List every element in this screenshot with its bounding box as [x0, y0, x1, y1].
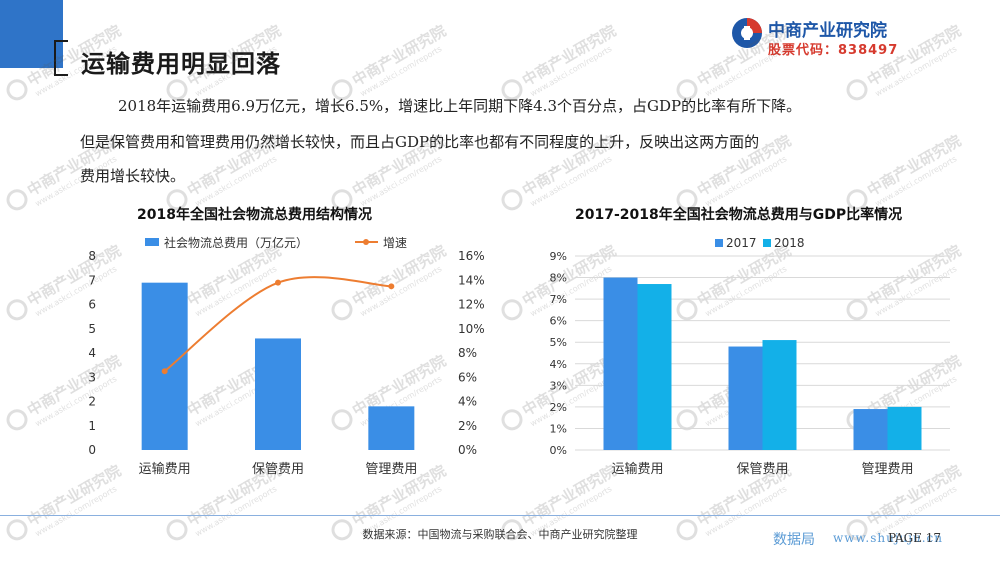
paragraph-line-3: 费用增长较快。: [80, 167, 186, 185]
watermark-logo-icon: [501, 189, 523, 211]
growth-point-2: [388, 283, 395, 290]
y-tick-label: 3%: [550, 379, 567, 392]
watermark-url: www.askci.com/reports: [529, 44, 614, 98]
watermark-logo-icon: [501, 299, 523, 321]
y-tick-label: 4%: [550, 358, 567, 371]
growth-point-0: [161, 368, 168, 375]
x-tick-label: 保管费用: [252, 462, 304, 477]
y-left-tick-label: 2: [88, 395, 96, 409]
y-right-tick-label: 16%: [458, 249, 485, 263]
y-right-tick-label: 12%: [458, 298, 485, 312]
watermark-name: 中商产业研究院: [519, 22, 619, 90]
y-tick-label: 2%: [550, 401, 567, 414]
x-tick-label: 管理费用: [861, 462, 913, 477]
chart2-gdp-ratio: 2017 2018 0% 1% 2% 3% 4% 5% 6% 7% 8% 9% 运输费用 保管费用 管理费用: [550, 236, 950, 477]
x-tick-label: 保管费用: [736, 462, 788, 477]
data-source: 数据来源：中国物流与采购联合会、中商产业研究院整理: [362, 528, 638, 541]
legend-swatch-1: [763, 239, 771, 247]
chart1-structure: 社会物流总费用（万亿元） 增速 0 1 2 3 4 5 6 7 8 0% 2% 4% 6% 8% 10% 12% 1…: [88, 235, 485, 477]
watermark-logo-icon: [501, 409, 523, 431]
legend-label-0: 2017: [726, 236, 757, 250]
x-tick-label: 运输费用: [139, 461, 191, 477]
y-tick-label: 7%: [550, 293, 567, 306]
footer-divider: [0, 515, 1000, 516]
watermark-logo-icon: [6, 79, 28, 101]
chart1-title: 2018年全国社会物流总费用结构情况: [137, 207, 372, 223]
watermark-logo-icon: [6, 189, 28, 211]
y-left-tick-label: 4: [88, 346, 96, 360]
y-tick-label: 1%: [550, 422, 567, 435]
paragraph-line-2: 但是保管费用和管理费用仍然增长较快，而且占GDP的比率也都有不同程度的上升，反映…: [80, 133, 760, 151]
watermark-name: 中商产业研究院: [349, 22, 449, 90]
y-tick-label: 5%: [550, 336, 567, 349]
bar-2017-1: [728, 346, 763, 450]
footer-url: www.shujuju.cn: [833, 531, 943, 545]
y-tick-label: 6%: [550, 315, 567, 328]
y-right-tick-label: 0%: [458, 443, 477, 457]
y-left-tick-label: 6: [88, 298, 96, 312]
bar-0: [141, 282, 188, 450]
y-left-tick-label: 1: [88, 419, 96, 433]
logo-stock-code: 股票代码：838497: [768, 43, 899, 58]
x-tick-label: 运输费用: [611, 461, 663, 477]
page-title: 运输费用明显回落: [81, 50, 281, 78]
bar-2: [368, 406, 415, 450]
chart2-title: 2017-2018年全国社会物流总费用与GDP比率情况: [575, 207, 903, 223]
x-tick-label: 管理费用: [365, 462, 417, 477]
legend-swatch-marker: [363, 239, 369, 245]
page-number: PAGE 17: [888, 531, 942, 545]
legend-label-line: 增速: [383, 236, 407, 250]
bar-2018-2: [887, 406, 922, 450]
y-right-tick-label: 10%: [458, 322, 485, 336]
footer-brand: 数据局: [773, 532, 815, 548]
growth-point-1: [275, 279, 281, 286]
y-left-tick-label: 8: [88, 249, 96, 263]
header-accent-bar: [0, 0, 63, 68]
watermark-logo-icon: [6, 299, 28, 321]
bar-2017-0: [603, 277, 638, 450]
y-left-tick-label: 0: [88, 443, 96, 457]
bar-2018-0: [637, 284, 672, 450]
legend-swatch-bar: [145, 238, 159, 246]
logo-name: 中商产业研究院: [768, 21, 887, 41]
y-tick-label: 0%: [550, 444, 567, 457]
watermark-logo-icon: [6, 409, 28, 431]
y-right-tick-label: 8%: [458, 346, 477, 360]
y-right-tick-label: 4%: [458, 395, 477, 409]
bar-1: [255, 338, 301, 450]
title-bracket: [54, 40, 68, 76]
legend-swatch-0: [715, 239, 723, 247]
y-right-tick-label: 14%: [458, 273, 485, 287]
logo-mark-icon: [732, 18, 762, 48]
watermark-url: www.askci.com/reports: [359, 44, 444, 98]
y-tick-label: 9%: [550, 250, 567, 263]
bar-2017-2: [853, 409, 888, 450]
legend-label-bar: 社会物流总费用（万亿元）: [164, 235, 308, 250]
y-tick-label: 8%: [550, 272, 567, 285]
y-left-tick-label: 7: [88, 273, 96, 287]
legend-label-1: 2018: [774, 236, 805, 250]
y-right-tick-label: 6%: [458, 370, 477, 384]
paragraph-line-1: 2018年运输费用6.9万亿元，增长6.5%，增速比上年同期下降4.3个百分点，…: [118, 97, 802, 115]
y-right-tick-label: 2%: [458, 419, 477, 433]
company-logo: 中商产业研究院 股票代码：838497: [730, 14, 910, 58]
bar-2018-1: [762, 340, 797, 450]
y-left-tick-label: 3: [88, 370, 96, 384]
y-left-tick-label: 5: [88, 322, 96, 336]
